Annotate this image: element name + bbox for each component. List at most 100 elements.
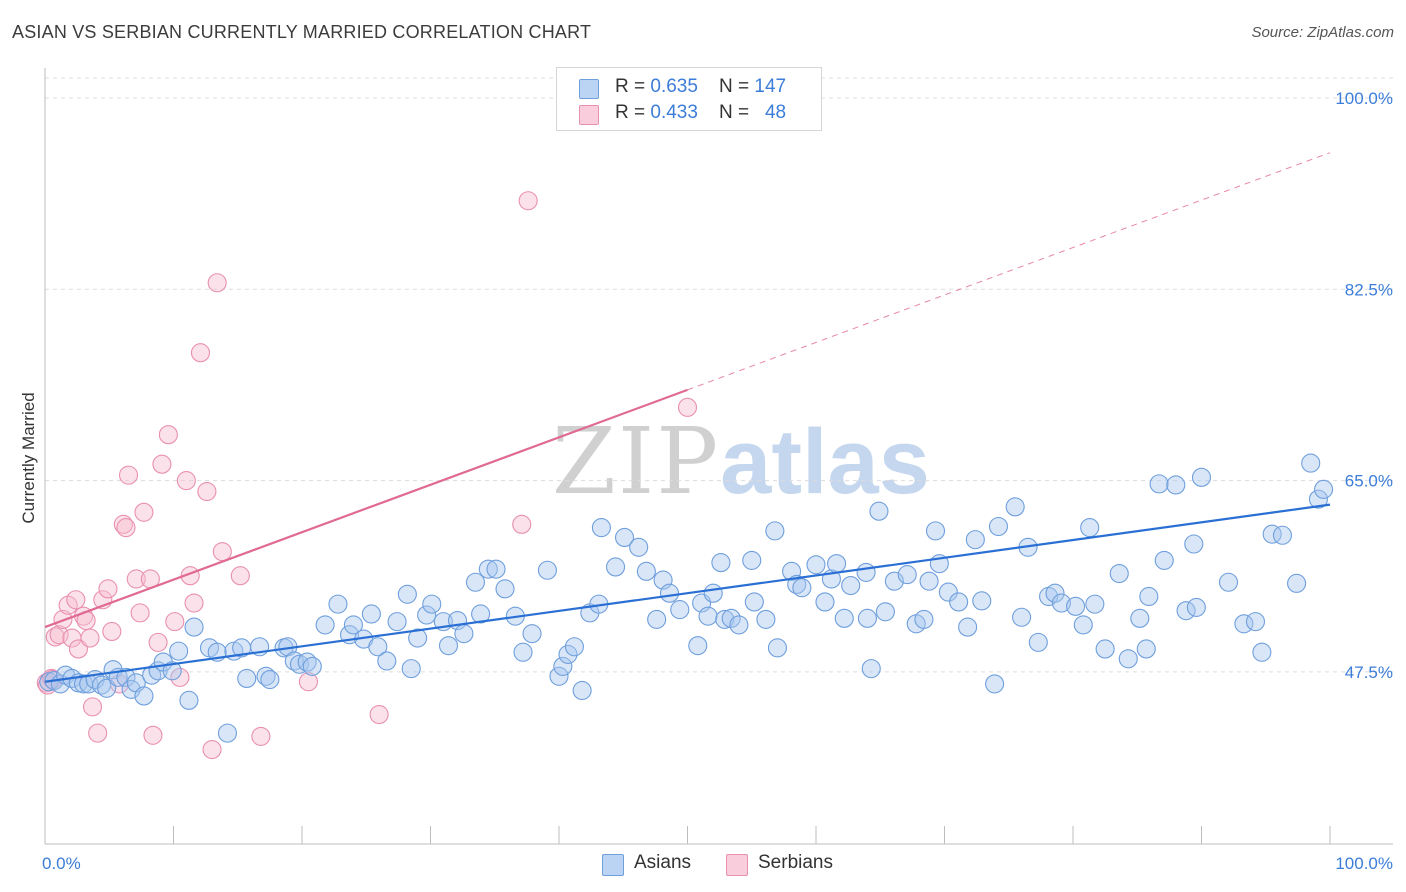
serbian-point xyxy=(118,465,139,485)
asian-point xyxy=(471,604,491,624)
asian-point xyxy=(815,592,835,612)
serbian-point xyxy=(130,603,150,623)
asian-point xyxy=(1154,550,1174,570)
asian-point xyxy=(1245,612,1266,632)
bottom-legend-swatch-serbians xyxy=(726,854,748,876)
trend-lines xyxy=(44,152,1331,683)
serbian-trend-extension xyxy=(687,152,1331,391)
y-axis-title: Currently Married xyxy=(19,392,38,523)
asian-point xyxy=(938,582,958,602)
asian-point xyxy=(591,518,611,538)
asian-point xyxy=(988,516,1009,537)
asian-point xyxy=(256,666,276,686)
serbian-point xyxy=(251,726,271,746)
serbian-point xyxy=(184,593,204,613)
watermark: ZIPatlas xyxy=(552,408,930,515)
bottom-legend-label-serbians: Serbians xyxy=(758,852,833,873)
serbian-point xyxy=(98,579,118,599)
asian-point xyxy=(787,574,807,594)
asian-point xyxy=(670,600,690,620)
asian-point xyxy=(478,559,498,579)
serbian-point xyxy=(212,542,232,562)
asian-point xyxy=(217,723,238,743)
asian-point xyxy=(454,624,474,644)
source-label: Source: ZipAtlas.com xyxy=(1251,24,1394,41)
serbian-point xyxy=(202,739,222,760)
legend-n-value: 48 xyxy=(764,102,787,123)
correlation-legend: R = 0.635 N = 147 R = 0.433 N = 48 xyxy=(556,67,822,131)
asian-point xyxy=(806,555,826,575)
asian-point xyxy=(1051,593,1071,613)
grid-lines xyxy=(45,77,1393,673)
asian-point xyxy=(729,615,749,635)
serbian-point xyxy=(207,273,227,293)
asian-point xyxy=(572,680,592,701)
asian-point xyxy=(465,572,486,592)
asian-point xyxy=(1066,596,1086,616)
legend-text-asians: R = 0.635 N = 147 xyxy=(615,76,786,98)
legend-r-label: R = xyxy=(615,76,651,97)
serbian-point xyxy=(197,481,217,502)
asian-point xyxy=(134,686,154,706)
asian-point xyxy=(1262,524,1282,544)
asian-point xyxy=(1234,614,1254,634)
asian-point xyxy=(387,612,407,632)
asian-point xyxy=(875,602,895,622)
asian-point xyxy=(765,521,785,541)
asian-point xyxy=(834,608,854,628)
y-tick-label: 82.5% xyxy=(1345,280,1393,299)
asian-point xyxy=(1308,489,1328,509)
asian-point xyxy=(1272,525,1293,545)
asian-point xyxy=(328,594,348,614)
serbian-point xyxy=(518,191,538,211)
asian-point xyxy=(985,674,1005,694)
asian-point xyxy=(237,668,257,689)
serbian-point xyxy=(158,425,178,445)
asian-point xyxy=(715,609,735,629)
serbian-point xyxy=(66,590,86,610)
serbian-point xyxy=(152,454,172,474)
asian-point xyxy=(97,678,117,698)
asian-trend-line xyxy=(44,503,1331,683)
serbian-point xyxy=(148,632,168,652)
asian-point xyxy=(315,615,335,635)
serbian-point xyxy=(134,502,154,522)
asian-point xyxy=(537,560,557,580)
asian-point xyxy=(1085,594,1105,614)
asian-point xyxy=(422,594,442,614)
axis-labels: 47.5% 65.0% 82.5% 100.0% 0.0% 100.0% Currently… xyxy=(19,89,1393,873)
asian-point xyxy=(958,617,978,637)
watermark-atlas: atlas xyxy=(720,411,930,513)
asian-point xyxy=(1073,615,1093,635)
asian-point xyxy=(914,609,934,629)
asian-point xyxy=(1109,563,1129,584)
asian-point xyxy=(513,642,533,662)
asian-point xyxy=(1149,474,1169,494)
asian-point xyxy=(1314,479,1334,499)
asian-point xyxy=(1130,608,1150,628)
asian-point xyxy=(368,637,388,657)
legend-r-label: R = xyxy=(615,102,651,123)
bottom-legend-swatch-asians xyxy=(602,854,624,876)
legend-n-label: N = xyxy=(719,76,755,97)
asian-point xyxy=(1028,632,1048,652)
asian-points xyxy=(39,453,1334,743)
asian-point xyxy=(827,554,847,574)
asian-point xyxy=(1139,586,1159,607)
asian-point xyxy=(919,571,939,591)
asian-point xyxy=(179,690,199,710)
serbian-point xyxy=(82,697,103,717)
asian-point xyxy=(767,638,788,658)
serbian-point xyxy=(170,667,190,687)
legend-swatch-asians xyxy=(579,79,599,99)
asian-point xyxy=(698,606,718,626)
asian-point xyxy=(856,562,876,582)
asian-point xyxy=(91,675,112,695)
watermark-zip: ZIP xyxy=(552,408,721,515)
asian-point xyxy=(184,617,204,637)
asian-point xyxy=(522,624,542,644)
legend-text-serbians: R = 0.433 N = 48 xyxy=(615,102,786,124)
serbian-point xyxy=(190,343,211,363)
asian-point xyxy=(1301,453,1321,473)
x-tick-label: 100.0% xyxy=(1335,854,1393,873)
